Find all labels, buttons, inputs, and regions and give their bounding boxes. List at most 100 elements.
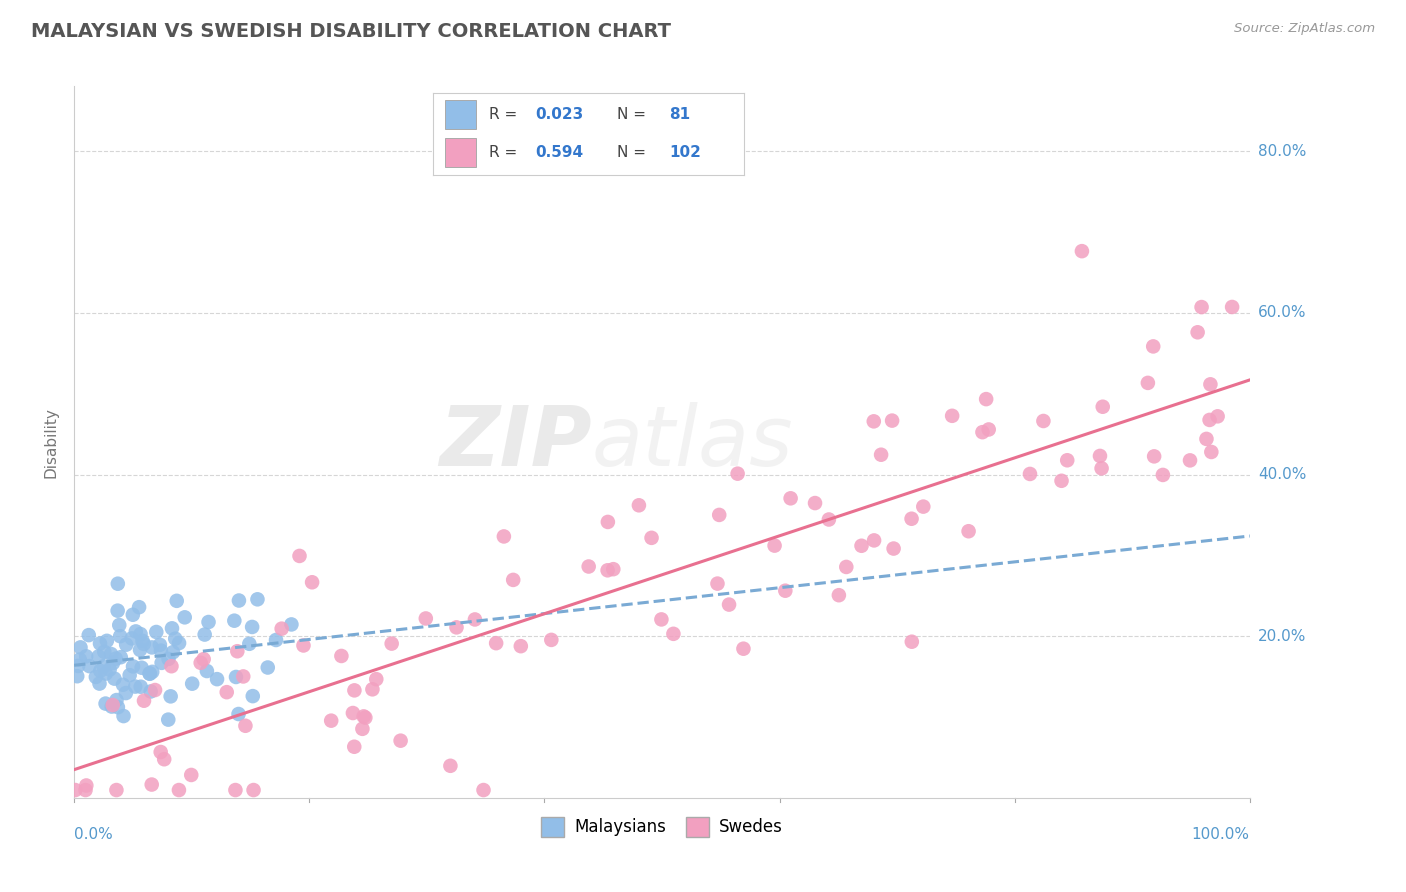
Point xyxy=(141,665,163,679)
Point xyxy=(1071,244,1094,259)
Point xyxy=(870,448,893,462)
Point xyxy=(280,617,302,632)
Point xyxy=(100,699,122,714)
Point xyxy=(238,637,260,651)
Point xyxy=(779,491,801,506)
Point xyxy=(1143,450,1166,464)
Point xyxy=(159,690,181,704)
Point xyxy=(104,651,127,665)
Point xyxy=(167,636,190,650)
Point xyxy=(352,722,374,736)
Point xyxy=(225,670,247,684)
Point xyxy=(343,739,366,754)
Point xyxy=(150,656,173,670)
Point xyxy=(650,612,672,626)
Point xyxy=(224,783,246,797)
Point xyxy=(96,633,118,648)
Point xyxy=(115,638,138,652)
Point xyxy=(264,632,287,647)
Point xyxy=(118,668,141,682)
Point xyxy=(883,541,905,556)
Point xyxy=(69,652,91,666)
Point xyxy=(197,615,219,629)
Point xyxy=(662,627,685,641)
Text: 0.0%: 0.0% xyxy=(75,827,112,842)
Point xyxy=(1201,445,1223,459)
Point xyxy=(139,684,162,698)
Point xyxy=(957,524,980,539)
Point xyxy=(818,512,841,526)
Point xyxy=(439,759,461,773)
Point xyxy=(194,627,217,641)
Point xyxy=(139,666,162,681)
Point xyxy=(464,612,486,626)
Point xyxy=(640,531,662,545)
Point xyxy=(131,661,153,675)
Point xyxy=(502,573,524,587)
Point xyxy=(1178,453,1201,467)
Point xyxy=(835,560,858,574)
Point xyxy=(330,648,353,663)
Point xyxy=(215,685,238,699)
Point xyxy=(288,549,311,563)
Point xyxy=(381,637,404,651)
Point xyxy=(1206,409,1229,424)
Point xyxy=(165,632,187,646)
Point xyxy=(880,414,903,428)
Point xyxy=(1019,467,1042,481)
Point xyxy=(93,659,115,673)
Point xyxy=(1199,377,1222,392)
Point xyxy=(98,663,121,677)
Point xyxy=(509,639,531,653)
Point xyxy=(107,604,129,618)
Point xyxy=(173,610,195,624)
Point xyxy=(602,562,624,576)
Point xyxy=(472,783,495,797)
Point xyxy=(354,711,377,725)
Point xyxy=(89,636,111,650)
Point xyxy=(246,592,269,607)
Point xyxy=(270,622,292,636)
Point xyxy=(94,666,117,681)
Point xyxy=(107,700,129,714)
Point xyxy=(149,745,172,759)
Point xyxy=(718,598,741,612)
Point xyxy=(1198,413,1220,427)
Point xyxy=(166,594,188,608)
Text: MALAYSIAN VS SWEDISH DISABILITY CORRELATION CHART: MALAYSIAN VS SWEDISH DISABILITY CORRELAT… xyxy=(31,22,671,41)
Point xyxy=(1090,461,1112,475)
Point xyxy=(129,680,152,694)
Point xyxy=(141,778,163,792)
Point xyxy=(492,529,515,543)
Point xyxy=(977,422,1000,436)
Point xyxy=(67,659,90,673)
Point xyxy=(103,672,125,686)
Point xyxy=(125,624,148,639)
Point xyxy=(733,641,755,656)
Point xyxy=(627,498,650,512)
Point xyxy=(578,559,600,574)
Point xyxy=(181,676,204,690)
Point xyxy=(1142,339,1164,353)
Point xyxy=(105,693,128,707)
Point xyxy=(75,649,97,664)
Point xyxy=(129,627,152,641)
Point xyxy=(121,607,143,622)
Point xyxy=(195,664,218,678)
Point xyxy=(804,496,827,510)
Point xyxy=(110,650,132,665)
Text: 60.0%: 60.0% xyxy=(1258,305,1306,320)
Point xyxy=(727,467,749,481)
Point xyxy=(389,733,412,747)
Point xyxy=(1056,453,1078,467)
Text: 40.0%: 40.0% xyxy=(1258,467,1306,482)
Point xyxy=(65,783,87,797)
Point xyxy=(900,512,922,526)
Point xyxy=(775,583,797,598)
Point xyxy=(851,539,873,553)
Point xyxy=(361,682,384,697)
Text: atlas: atlas xyxy=(592,401,793,483)
Point xyxy=(228,593,250,607)
Point xyxy=(1195,432,1218,446)
Point xyxy=(79,659,101,673)
